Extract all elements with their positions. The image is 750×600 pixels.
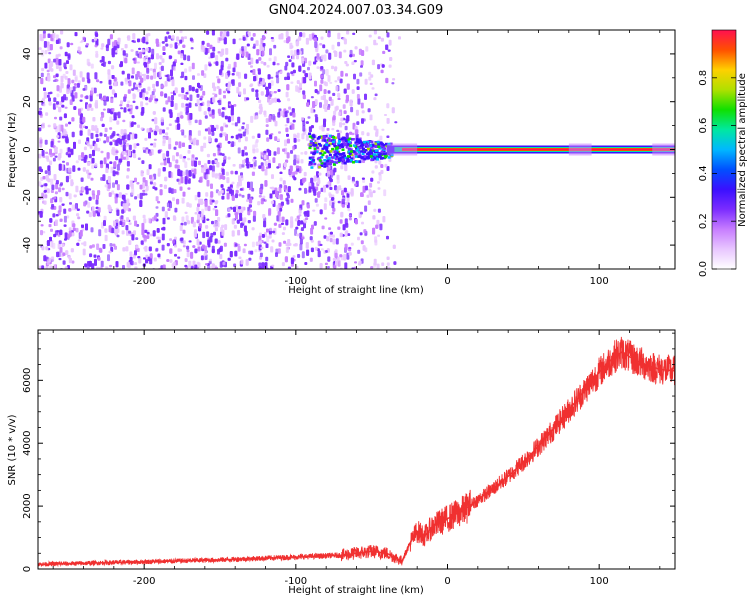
snr-point [477, 499, 479, 501]
colorbar-label: Normalized spectral amplitude [737, 73, 748, 227]
colorbar-tick-label: 0.6 [698, 118, 709, 134]
snr-point [492, 488, 494, 490]
snr-plot-background [38, 330, 675, 569]
heatmap-y-tick-label: -40 [22, 237, 33, 253]
snr-point [613, 355, 616, 358]
heatmap-y-tick-label: 20 [22, 95, 33, 108]
snr-x-axis-label: Height of straight line (km) [288, 585, 424, 596]
snr-y-axis: 0 2000 4000 6000 [22, 332, 675, 572]
snr-point [621, 351, 623, 353]
snr-point [446, 517, 449, 520]
heatmap-x-tick-label: -200 [133, 276, 156, 287]
snr-point [401, 560, 403, 562]
snr-series [38, 336, 675, 568]
snr-point [219, 559, 221, 561]
snr-point [552, 428, 555, 430]
snr-point [643, 363, 646, 366]
snr-point [568, 409, 570, 411]
snr-y-tick-label: 0 [22, 566, 33, 572]
snr-point [67, 562, 70, 565]
snr-point [386, 552, 388, 555]
snr-y-tick-label: 2000 [22, 493, 33, 518]
heatmap-x-axis-label: Height of straight line (km) [288, 285, 424, 296]
colorbar-tick-label: 0.4 [698, 165, 709, 181]
snr-point [143, 560, 145, 563]
colorbar-tick-label: 0.8 [698, 70, 709, 86]
snr-point [416, 530, 418, 533]
snr-y-tick-label: 6000 [22, 368, 33, 393]
snr-point [370, 550, 373, 553]
heatmap-y-axis: -40 -20 0 20 40 [22, 29, 675, 270]
figure-title: GN04.2024.007.03.34.G09 [269, 3, 444, 18]
snr-point [598, 371, 600, 374]
snr-point [537, 445, 540, 448]
colorbar-tick-label: 0.2 [698, 213, 709, 229]
snr-point [431, 525, 434, 528]
heatmap-y-tick-label: 40 [22, 48, 33, 61]
heatmap-x-axis: -200 -100 0 100 [52, 30, 661, 287]
heatmap-x-tick-label: -100 [284, 276, 307, 287]
snr-point [628, 355, 631, 358]
snr-point [659, 368, 661, 371]
snr-point [340, 554, 343, 556]
heatmap-y-tick-label: 0 [22, 146, 33, 152]
snr-point [295, 556, 297, 558]
heatmap-x-tick-label: 0 [444, 276, 450, 287]
colorbar-axis: 0.0 0.2 0.4 0.6 0.8 [698, 70, 736, 277]
snr-point [461, 510, 464, 512]
snr-point [423, 535, 426, 537]
snr-x-tick-label: -200 [133, 576, 156, 587]
heatmap-y-axis-label: Frequency (Hz) [7, 112, 18, 188]
snr-y-axis-label: SNR (10 * v/v) [7, 414, 18, 485]
snr-point [408, 543, 411, 545]
colorbar [711, 29, 737, 270]
snr-point [583, 390, 585, 393]
snr-point [522, 461, 525, 463]
colorbar-tick-label: 0.0 [698, 261, 709, 277]
snr-y-tick-label: 4000 [22, 430, 33, 455]
snr-series-line [38, 351, 675, 565]
snr-x-axis: -200 -100 0 100 [52, 330, 661, 587]
heatmap-cells [38, 30, 675, 269]
snr-x-tick-label: -100 [284, 576, 307, 587]
heatmap-y-tick-label: -20 [22, 189, 33, 205]
snr-x-tick-label: 0 [444, 576, 450, 587]
heatmap-x-tick-label: 100 [590, 276, 609, 287]
snr-point [507, 475, 509, 478]
snr-x-tick-label: 100 [590, 576, 609, 587]
